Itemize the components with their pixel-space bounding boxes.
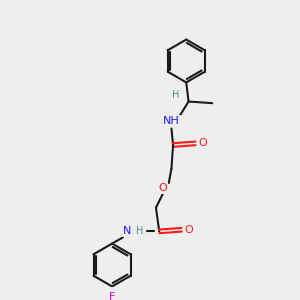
Text: NH: NH: [163, 116, 180, 126]
Text: O: O: [198, 138, 207, 148]
Text: H: H: [136, 226, 143, 236]
Text: N: N: [123, 226, 131, 236]
Text: O: O: [158, 183, 167, 193]
Text: O: O: [184, 225, 193, 235]
Text: F: F: [109, 292, 115, 300]
Text: H: H: [172, 90, 180, 100]
